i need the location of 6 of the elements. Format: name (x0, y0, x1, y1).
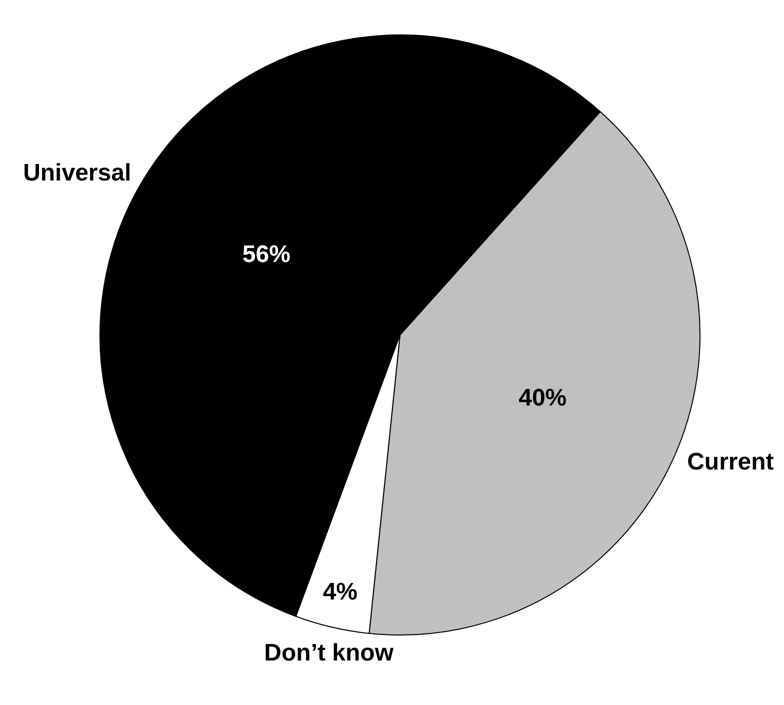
slice-label: Universal (23, 159, 132, 186)
data-label: 56% (242, 240, 290, 268)
slice-label: Don’t know (264, 639, 394, 666)
slice-label: Current (687, 448, 774, 476)
data-label: 4% (322, 578, 358, 606)
data-label: 40% (518, 384, 567, 412)
